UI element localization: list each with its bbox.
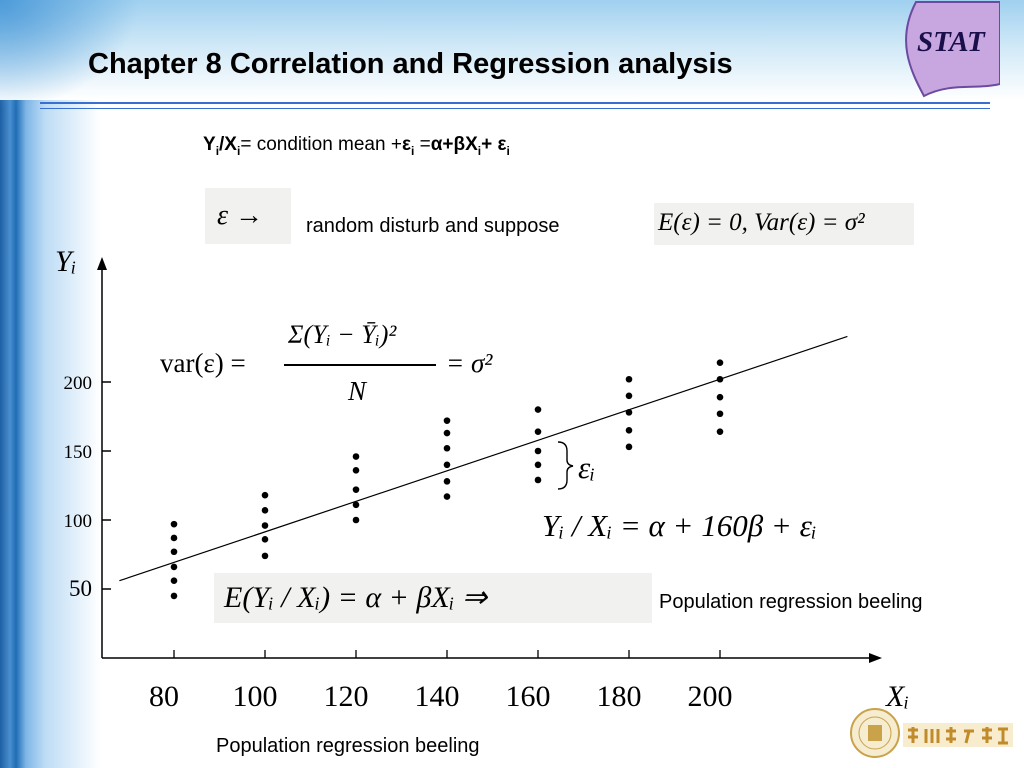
data-point	[170, 520, 178, 528]
data-point	[716, 393, 724, 401]
data-point	[534, 476, 542, 484]
data-point	[716, 428, 724, 435]
x-tick-label: 140	[415, 680, 460, 713]
data-point	[625, 409, 633, 416]
data-point	[352, 467, 360, 474]
data-point	[352, 453, 360, 460]
y-tick-label: 150	[64, 442, 93, 463]
left-gradient-band	[0, 0, 100, 768]
data-point	[352, 501, 360, 509]
stat-badge-label: STAT	[917, 26, 985, 58]
data-point	[170, 534, 178, 542]
variance-numerator: Σ(Yᵢ − Ȳᵢ)²	[288, 320, 397, 349]
y-tick-label: 50	[69, 576, 92, 601]
variance-denominator: N	[348, 376, 367, 406]
data-point	[443, 429, 451, 437]
data-point	[716, 410, 724, 418]
variance-rhs: = σ²	[446, 348, 493, 378]
expectation-formula: E(ε) = 0, Var(ε) = σ²	[658, 209, 865, 236]
x-tick-label: 200	[688, 680, 733, 713]
data-point	[261, 522, 269, 529]
epsilon-arrow: ε →	[217, 200, 264, 231]
variance-formula: var(ε) = Σ(Yᵢ − Ȳᵢ)² N = σ²	[160, 320, 520, 410]
data-point	[261, 507, 269, 514]
data-point	[261, 536, 269, 543]
x-axis-arrow	[869, 653, 882, 663]
corner-gradient	[0, 0, 140, 110]
x-axis-label: Xᵢ	[886, 680, 910, 713]
data-point	[625, 427, 633, 434]
data-point	[352, 516, 360, 524]
variance-lhs: var(ε) =	[160, 348, 246, 378]
random-disturb-label: random disturb and suppose	[306, 215, 560, 237]
data-point	[170, 577, 178, 585]
data-point	[352, 486, 360, 493]
data-point	[170, 548, 178, 556]
epsilon-brace	[557, 441, 574, 490]
page-title: Chapter 8 Correlation and Regression ana…	[88, 48, 733, 80]
x-tick-label: 120	[324, 680, 369, 713]
data-point	[261, 491, 269, 499]
title-divider-thin	[40, 108, 990, 109]
y-axis-label: Yᵢ	[55, 245, 77, 278]
data-point	[716, 375, 724, 383]
data-point	[443, 493, 451, 500]
y-axis-arrow	[97, 257, 107, 270]
stat-badge-shape	[905, 0, 1000, 98]
epsilon-arrow-box: ε →	[205, 188, 291, 244]
x-tick-label: 160	[506, 680, 551, 713]
regression-line	[119, 335, 848, 582]
data-point	[443, 444, 451, 452]
data-point	[170, 563, 178, 571]
data-point	[170, 592, 178, 600]
data-point	[625, 443, 633, 451]
population-label-bottom: Population regression beeling	[216, 735, 480, 757]
data-point	[534, 428, 542, 435]
data-point	[534, 447, 542, 455]
top-gradient-band	[0, 0, 1024, 100]
model-equation: Yi/Xi= condition mean +εi =α+βXi+ εi	[203, 134, 510, 158]
population-label-right: Population regression beeling	[659, 591, 923, 613]
data-point	[625, 375, 633, 383]
conditional-equation: Yᵢ / Xᵢ = α + 160β + εᵢ	[542, 508, 817, 543]
regression-formula: E(Yᵢ / Xᵢ) = α + βXᵢ ⇒	[224, 581, 488, 614]
variance-fraction-bar	[284, 364, 436, 366]
data-point	[443, 417, 451, 424]
expectation-formula-box: E(ε) = 0, Var(ε) = σ²	[654, 203, 914, 245]
y-tick-label: 200	[64, 373, 93, 394]
data-point	[443, 461, 451, 469]
data-point	[443, 478, 451, 485]
epsilon-i-label: εᵢ	[578, 450, 596, 485]
x-tick-label: 80	[149, 680, 179, 713]
regression-formula-box: E(Yᵢ / Xᵢ) = α + βXᵢ ⇒	[214, 573, 652, 623]
data-point	[625, 392, 633, 400]
x-tick-label: 100	[233, 680, 278, 713]
data-point	[716, 359, 724, 366]
title-divider	[40, 102, 990, 104]
y-tick-label: 100	[64, 511, 93, 532]
university-logo	[850, 708, 1013, 758]
data-point	[534, 461, 542, 469]
x-tick-label: 180	[597, 680, 642, 713]
data-point	[534, 406, 542, 413]
data-point	[261, 552, 269, 560]
